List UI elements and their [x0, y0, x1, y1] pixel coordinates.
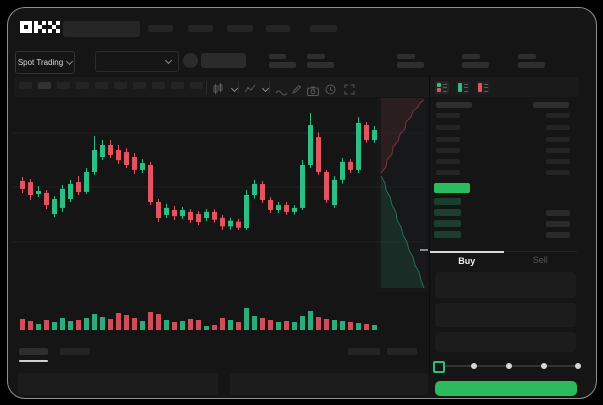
coin-avatar: [183, 53, 198, 68]
bottom-tab-2[interactable]: [60, 348, 90, 355]
book-view-toggle-asks[interactable]: [476, 81, 490, 94]
stat-label-3: [397, 54, 415, 59]
bottom-tab-underline: [19, 360, 48, 362]
stat-value-2: [307, 62, 334, 68]
okx-logo-glyph: [20, 21, 60, 33]
asks-book-icon: [478, 83, 482, 92]
timeframe-button-10[interactable]: [190, 82, 203, 89]
bid-row-price[interactable]: [434, 231, 461, 238]
toolbar-divider: [206, 81, 207, 94]
candle-style-dropdown[interactable]: [212, 82, 224, 100]
ask-row-amount[interactable]: [546, 137, 570, 142]
slider-stop-25[interactable]: [471, 363, 477, 369]
nav-item-2[interactable]: [188, 25, 213, 32]
ask-row-amount[interactable]: [546, 170, 570, 175]
pair-title-placeholder: [201, 53, 246, 68]
stat-value-4: [462, 62, 489, 68]
tab-sell[interactable]: Sell: [503, 251, 577, 268]
price-input[interactable]: [435, 272, 576, 298]
ask-row-price[interactable]: [436, 159, 460, 164]
amount-slider-handle[interactable]: [433, 361, 445, 373]
bottom-panel-left: [18, 373, 218, 395]
combined-book-icon: [437, 83, 441, 92]
bid-row-price[interactable]: [434, 220, 461, 227]
timeframe-button-8[interactable]: [152, 82, 165, 89]
ask-row-amount[interactable]: [546, 113, 570, 118]
bid-row-amount[interactable]: [546, 221, 570, 227]
timeframe-button-4[interactable]: [76, 82, 89, 89]
stat-value-1: [269, 62, 296, 68]
candlestick-chart[interactable]: [8, 98, 428, 338]
chevron-down-icon: [66, 57, 74, 66]
bid-row-price[interactable]: [434, 209, 461, 216]
ask-row-price[interactable]: [436, 148, 460, 153]
ask-row-price[interactable]: [436, 113, 460, 118]
timeframe-button-9[interactable]: [171, 82, 184, 89]
stat-value-5: [518, 62, 545, 68]
trade-tabs: Buy Sell: [430, 251, 577, 268]
stat-value-3: [397, 62, 424, 68]
nav-item-1[interactable]: [148, 25, 173, 32]
ask-row-amount[interactable]: [546, 148, 570, 153]
slider-stop-50[interactable]: [506, 363, 512, 369]
orderbook-header-amount: [533, 102, 569, 108]
amount-input[interactable]: [435, 303, 576, 327]
search-input[interactable]: [63, 21, 140, 37]
panel-divider: [429, 76, 430, 376]
ask-row-amount[interactable]: [546, 125, 570, 130]
timeframe-button-6[interactable]: [114, 82, 127, 89]
bottom-chip-1[interactable]: [348, 348, 380, 355]
slider-stop-100[interactable]: [575, 363, 581, 369]
bottom-chip-2[interactable]: [387, 348, 417, 355]
bottom-panel-right: [230, 373, 428, 395]
chevron-down-icon: [164, 56, 173, 65]
nav-item-3[interactable]: [227, 25, 253, 32]
bid-row-price[interactable]: [434, 198, 461, 205]
stat-label-4: [462, 54, 480, 59]
last-price-badge[interactable]: [434, 183, 470, 193]
draw-pencil-icon[interactable]: [291, 82, 302, 100]
ask-row-price[interactable]: [436, 170, 460, 175]
toolbar-divider: [238, 81, 239, 94]
bid-row-amount[interactable]: [546, 232, 570, 238]
stat-label-1: [269, 54, 286, 59]
candle-style-icon: [213, 83, 223, 94]
okx-logo[interactable]: OKX: [20, 21, 60, 35]
bottom-tab-1-active[interactable]: [19, 348, 48, 355]
market-type-selector[interactable]: Spot Trading: [15, 51, 75, 74]
toolbar-divider: [269, 81, 270, 94]
timeframe-button-7[interactable]: [133, 82, 146, 89]
nav-item-4[interactable]: [266, 25, 290, 32]
indicator-dropdown[interactable]: [244, 82, 256, 100]
total-input[interactable]: [435, 332, 576, 352]
slider-stop-75[interactable]: [541, 363, 547, 369]
ask-row-amount[interactable]: [546, 159, 570, 164]
fullscreen-expand-icon[interactable]: [344, 82, 355, 100]
app-window: OKX Spot Trading: [7, 7, 597, 399]
pair-selector-dropdown[interactable]: [95, 51, 179, 72]
stat-label-2: [307, 54, 325, 59]
ask-row-price[interactable]: [436, 125, 460, 130]
bids-book-icon: [458, 83, 462, 92]
timeframe-button-5[interactable]: [95, 82, 108, 89]
tab-buy[interactable]: Buy: [430, 251, 504, 268]
history-clock-icon[interactable]: [325, 82, 336, 100]
ask-row-price[interactable]: [436, 137, 460, 142]
book-view-toggle-bids[interactable]: [456, 81, 470, 94]
market-type-label: Spot Trading: [17, 58, 64, 67]
book-view-toggle-combined[interactable]: [435, 81, 449, 94]
wave-line-icon[interactable]: [275, 84, 288, 102]
timeframe-button-3[interactable]: [57, 82, 70, 89]
buy-submit-button[interactable]: [435, 381, 577, 396]
stat-label-5: [518, 54, 536, 59]
indicator-icon: [244, 84, 256, 93]
timeframe-button-1[interactable]: [19, 82, 32, 89]
camera-snapshot-icon[interactable]: [307, 83, 319, 101]
orderbook-header-price: [436, 102, 472, 108]
bid-row-amount[interactable]: [546, 210, 570, 216]
nav-item-5[interactable]: [310, 25, 337, 32]
timeframe-button-2-selected[interactable]: [38, 82, 51, 89]
